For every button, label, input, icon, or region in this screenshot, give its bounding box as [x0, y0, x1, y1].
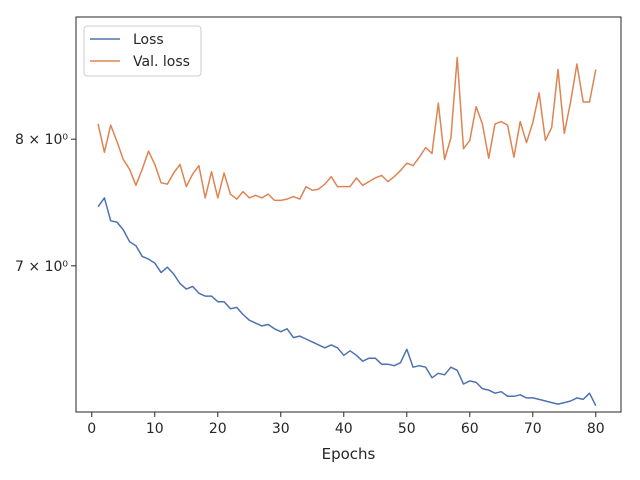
plot-area [75, 16, 622, 413]
series-layer [97, 56, 597, 407]
legend-label-0: Loss [133, 32, 164, 48]
x-axis: 0 10 20 30 40 50 60 70 80 [87, 412, 605, 437]
series-line-0 [97, 197, 597, 407]
x-tick-label: 40 [335, 421, 353, 437]
x-tick-label: 20 [209, 421, 227, 437]
y-tick-label: 7 × 10⁰ [15, 259, 68, 275]
x-tick-label: 60 [461, 421, 479, 437]
y-axis: 7 × 10⁰ 8 × 10⁰ [15, 132, 76, 275]
x-tick-label: 70 [524, 421, 542, 437]
x-tick-label: 50 [398, 421, 416, 437]
x-tick-label: 80 [587, 421, 605, 437]
legend: Loss Val. loss [83, 25, 202, 77]
legend-label-1: Val. loss [133, 54, 190, 70]
x-tick-label: 30 [272, 421, 290, 437]
x-axis-label: Epochs [322, 445, 376, 463]
y-tick-label: 8 × 10⁰ [15, 132, 68, 148]
series-line-1 [97, 56, 597, 202]
x-tick-label: 10 [146, 421, 164, 437]
x-tick-label: 0 [87, 421, 96, 437]
